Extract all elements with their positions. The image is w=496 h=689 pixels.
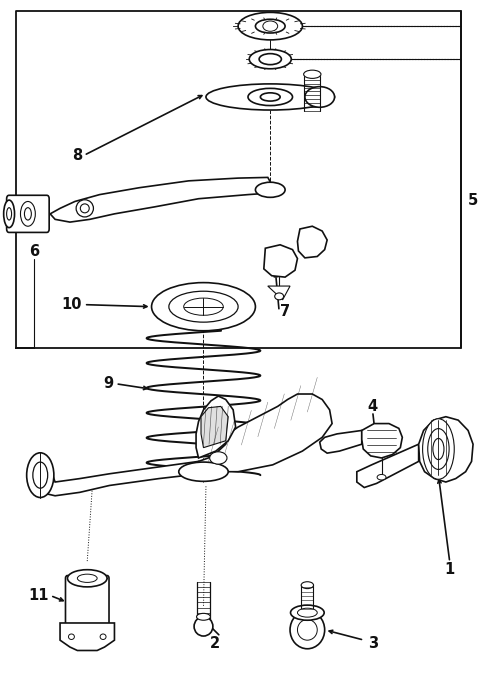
Ellipse shape [24, 207, 31, 220]
Ellipse shape [169, 291, 238, 322]
Polygon shape [357, 444, 419, 488]
Polygon shape [268, 286, 290, 300]
Ellipse shape [67, 570, 107, 587]
Ellipse shape [206, 84, 335, 110]
Text: 7: 7 [280, 304, 290, 319]
Ellipse shape [196, 613, 210, 620]
Ellipse shape [249, 50, 291, 69]
Text: 1: 1 [445, 562, 455, 577]
Polygon shape [264, 245, 298, 277]
Ellipse shape [68, 634, 74, 639]
Ellipse shape [179, 462, 228, 482]
Ellipse shape [3, 200, 14, 227]
Ellipse shape [301, 582, 313, 588]
Ellipse shape [20, 201, 35, 226]
Text: 6: 6 [29, 244, 39, 259]
Text: 4: 4 [368, 399, 378, 414]
Polygon shape [196, 396, 236, 458]
Ellipse shape [184, 298, 223, 316]
Ellipse shape [259, 54, 281, 65]
Ellipse shape [377, 475, 386, 480]
Text: 5: 5 [468, 193, 478, 207]
Ellipse shape [76, 200, 93, 217]
Ellipse shape [77, 574, 97, 582]
Polygon shape [198, 394, 332, 472]
Ellipse shape [423, 419, 454, 480]
Ellipse shape [80, 204, 89, 213]
Polygon shape [60, 623, 115, 650]
Polygon shape [320, 431, 362, 453]
Text: 10: 10 [62, 297, 82, 312]
Ellipse shape [290, 611, 325, 649]
Polygon shape [419, 417, 473, 482]
FancyBboxPatch shape [65, 575, 109, 626]
Ellipse shape [27, 453, 54, 497]
Ellipse shape [248, 88, 293, 105]
Ellipse shape [255, 19, 285, 33]
Ellipse shape [100, 634, 106, 639]
Ellipse shape [152, 282, 255, 331]
Polygon shape [35, 455, 198, 496]
Polygon shape [50, 177, 273, 222]
Text: 2: 2 [210, 636, 220, 651]
Text: 9: 9 [103, 376, 114, 391]
Polygon shape [201, 407, 228, 448]
Ellipse shape [263, 21, 278, 31]
Ellipse shape [194, 617, 213, 636]
Ellipse shape [304, 70, 321, 79]
FancyBboxPatch shape [6, 195, 49, 232]
Ellipse shape [260, 93, 280, 101]
Ellipse shape [305, 87, 335, 107]
Ellipse shape [433, 438, 444, 460]
Ellipse shape [298, 608, 317, 617]
Text: 11: 11 [28, 588, 49, 603]
Text: 3: 3 [368, 636, 378, 651]
Text: 8: 8 [72, 148, 82, 163]
Ellipse shape [428, 429, 449, 469]
Ellipse shape [298, 619, 317, 640]
Ellipse shape [33, 462, 48, 489]
Ellipse shape [210, 452, 227, 464]
Ellipse shape [255, 182, 285, 197]
Ellipse shape [291, 605, 324, 620]
Polygon shape [298, 226, 327, 258]
Ellipse shape [6, 207, 11, 220]
Ellipse shape [275, 293, 284, 300]
Ellipse shape [238, 12, 303, 40]
Polygon shape [362, 424, 402, 458]
